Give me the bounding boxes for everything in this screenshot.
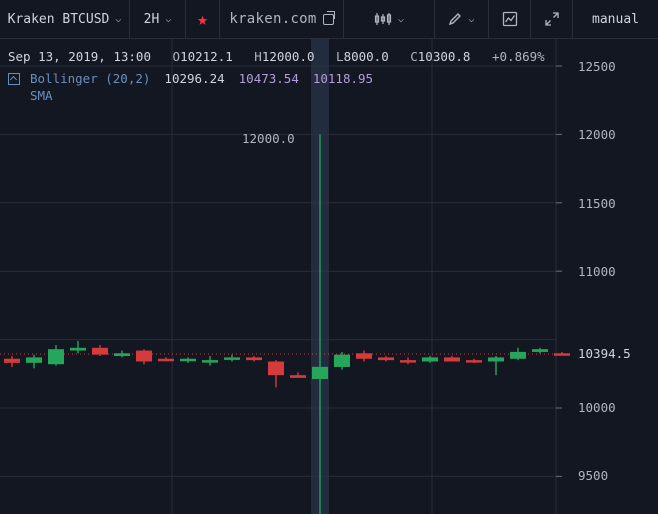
indicator-legend: Bollinger (20,2) 10296.24 10473.54 10118… [8, 71, 373, 86]
legend-low-label: L [336, 49, 344, 64]
candle-body [268, 361, 284, 376]
legend-close-value: 10300.8 [417, 49, 471, 64]
price-tick-label: 9500 [578, 468, 609, 483]
candle-body [70, 347, 86, 351]
candle-body [466, 360, 482, 363]
chart-canvas[interactable] [0, 39, 658, 514]
candle-body [356, 353, 372, 359]
drawing-tools-button[interactable]: ⌵ [435, 0, 489, 38]
indicators-button[interactable] [489, 0, 531, 38]
indicator-lower-value: 10118.95 [312, 71, 374, 86]
candle-body [444, 357, 460, 362]
candle-body [224, 357, 240, 360]
candle-body [422, 357, 438, 362]
legend-datetime: Sep 13, 2019, 13:00 [8, 49, 151, 64]
fullscreen-button[interactable] [531, 0, 573, 38]
candles-icon [374, 13, 392, 25]
brand-label: kraken.com [229, 11, 317, 27]
price-tick-label: 11500 [578, 196, 616, 211]
last-price-label: 10394.5 [578, 346, 631, 361]
candle-body [4, 358, 20, 363]
candle-body [554, 353, 570, 356]
external-link-icon [322, 10, 335, 25]
price-tick-label: 10000 [578, 400, 616, 415]
legend-high-value: 12000.0 [261, 49, 315, 64]
chevron-down-icon: ⌵ [397, 13, 405, 25]
crosshair-value-label: 12000.0 [242, 131, 295, 146]
ohlc-legend: Sep 13, 2019, 13:00 O10212.1 H12000.0 L8… [8, 49, 545, 64]
chevron-down-icon: ⌵ [468, 13, 475, 25]
pencil-icon [449, 13, 462, 26]
candle-body [378, 357, 394, 361]
indicator-upper-value: 10473.54 [238, 71, 299, 86]
candle-body [246, 357, 262, 361]
price-tick-label: 11000 [578, 264, 616, 279]
brand-link[interactable]: kraken.com [220, 0, 344, 38]
candle-body [400, 360, 416, 363]
legend-open-label: O [172, 49, 181, 64]
candle-body [158, 358, 174, 362]
candle-body [312, 366, 328, 379]
interval-selector[interactable]: 2H ⌵ [130, 0, 186, 38]
top-toolbar: Kraken BTCUSD ⌵ 2H ⌵ ★ kraken.com ⌵ ⌵ [0, 0, 658, 39]
chevron-down-icon: ⌵ [165, 13, 172, 25]
mode-label: manual [592, 11, 639, 27]
price-chart[interactable] [0, 39, 658, 514]
price-tick-label: 12000 [578, 127, 616, 142]
fullscreen-icon [544, 12, 559, 26]
candle-body [92, 347, 108, 355]
symbol-selector[interactable]: Kraken BTCUSD ⌵ [0, 0, 130, 38]
candle-body [114, 353, 130, 357]
indicator-sub-label: SMA [30, 88, 53, 103]
candle-body [488, 357, 504, 362]
candle-body [48, 349, 64, 365]
candle-body [26, 357, 42, 363]
favorite-star-icon: ★ [197, 8, 208, 30]
chevron-down-icon: ⌵ [115, 13, 122, 25]
favorite-button[interactable]: ★ [186, 0, 220, 38]
candle-body [202, 360, 218, 363]
candle-body [334, 354, 350, 367]
collapse-indicator-icon[interactable] [8, 72, 20, 85]
candle-body [136, 350, 152, 362]
legend-close-label: C [410, 49, 418, 64]
legend-low-value: 8000.0 [343, 49, 389, 64]
interval-label: 2H [143, 11, 160, 27]
candle-body [532, 349, 548, 352]
chart-icon [502, 11, 517, 27]
indicator-name[interactable]: Bollinger (20,2) [30, 71, 151, 86]
legend-open-value: 10212.1 [180, 49, 233, 64]
candle-body [510, 351, 526, 359]
indicator-middle-value: 10296.24 [164, 71, 225, 86]
price-tick-label: 12500 [578, 59, 616, 74]
legend-high-label: H [254, 49, 262, 64]
symbol-label: Kraken BTCUSD [7, 11, 110, 27]
legend-change: +0.869% [492, 49, 545, 64]
chart-type-selector[interactable]: ⌵ [344, 0, 435, 38]
candle-body [180, 358, 196, 362]
candle-body [290, 375, 306, 378]
scale-mode-button[interactable]: manual [573, 0, 658, 38]
